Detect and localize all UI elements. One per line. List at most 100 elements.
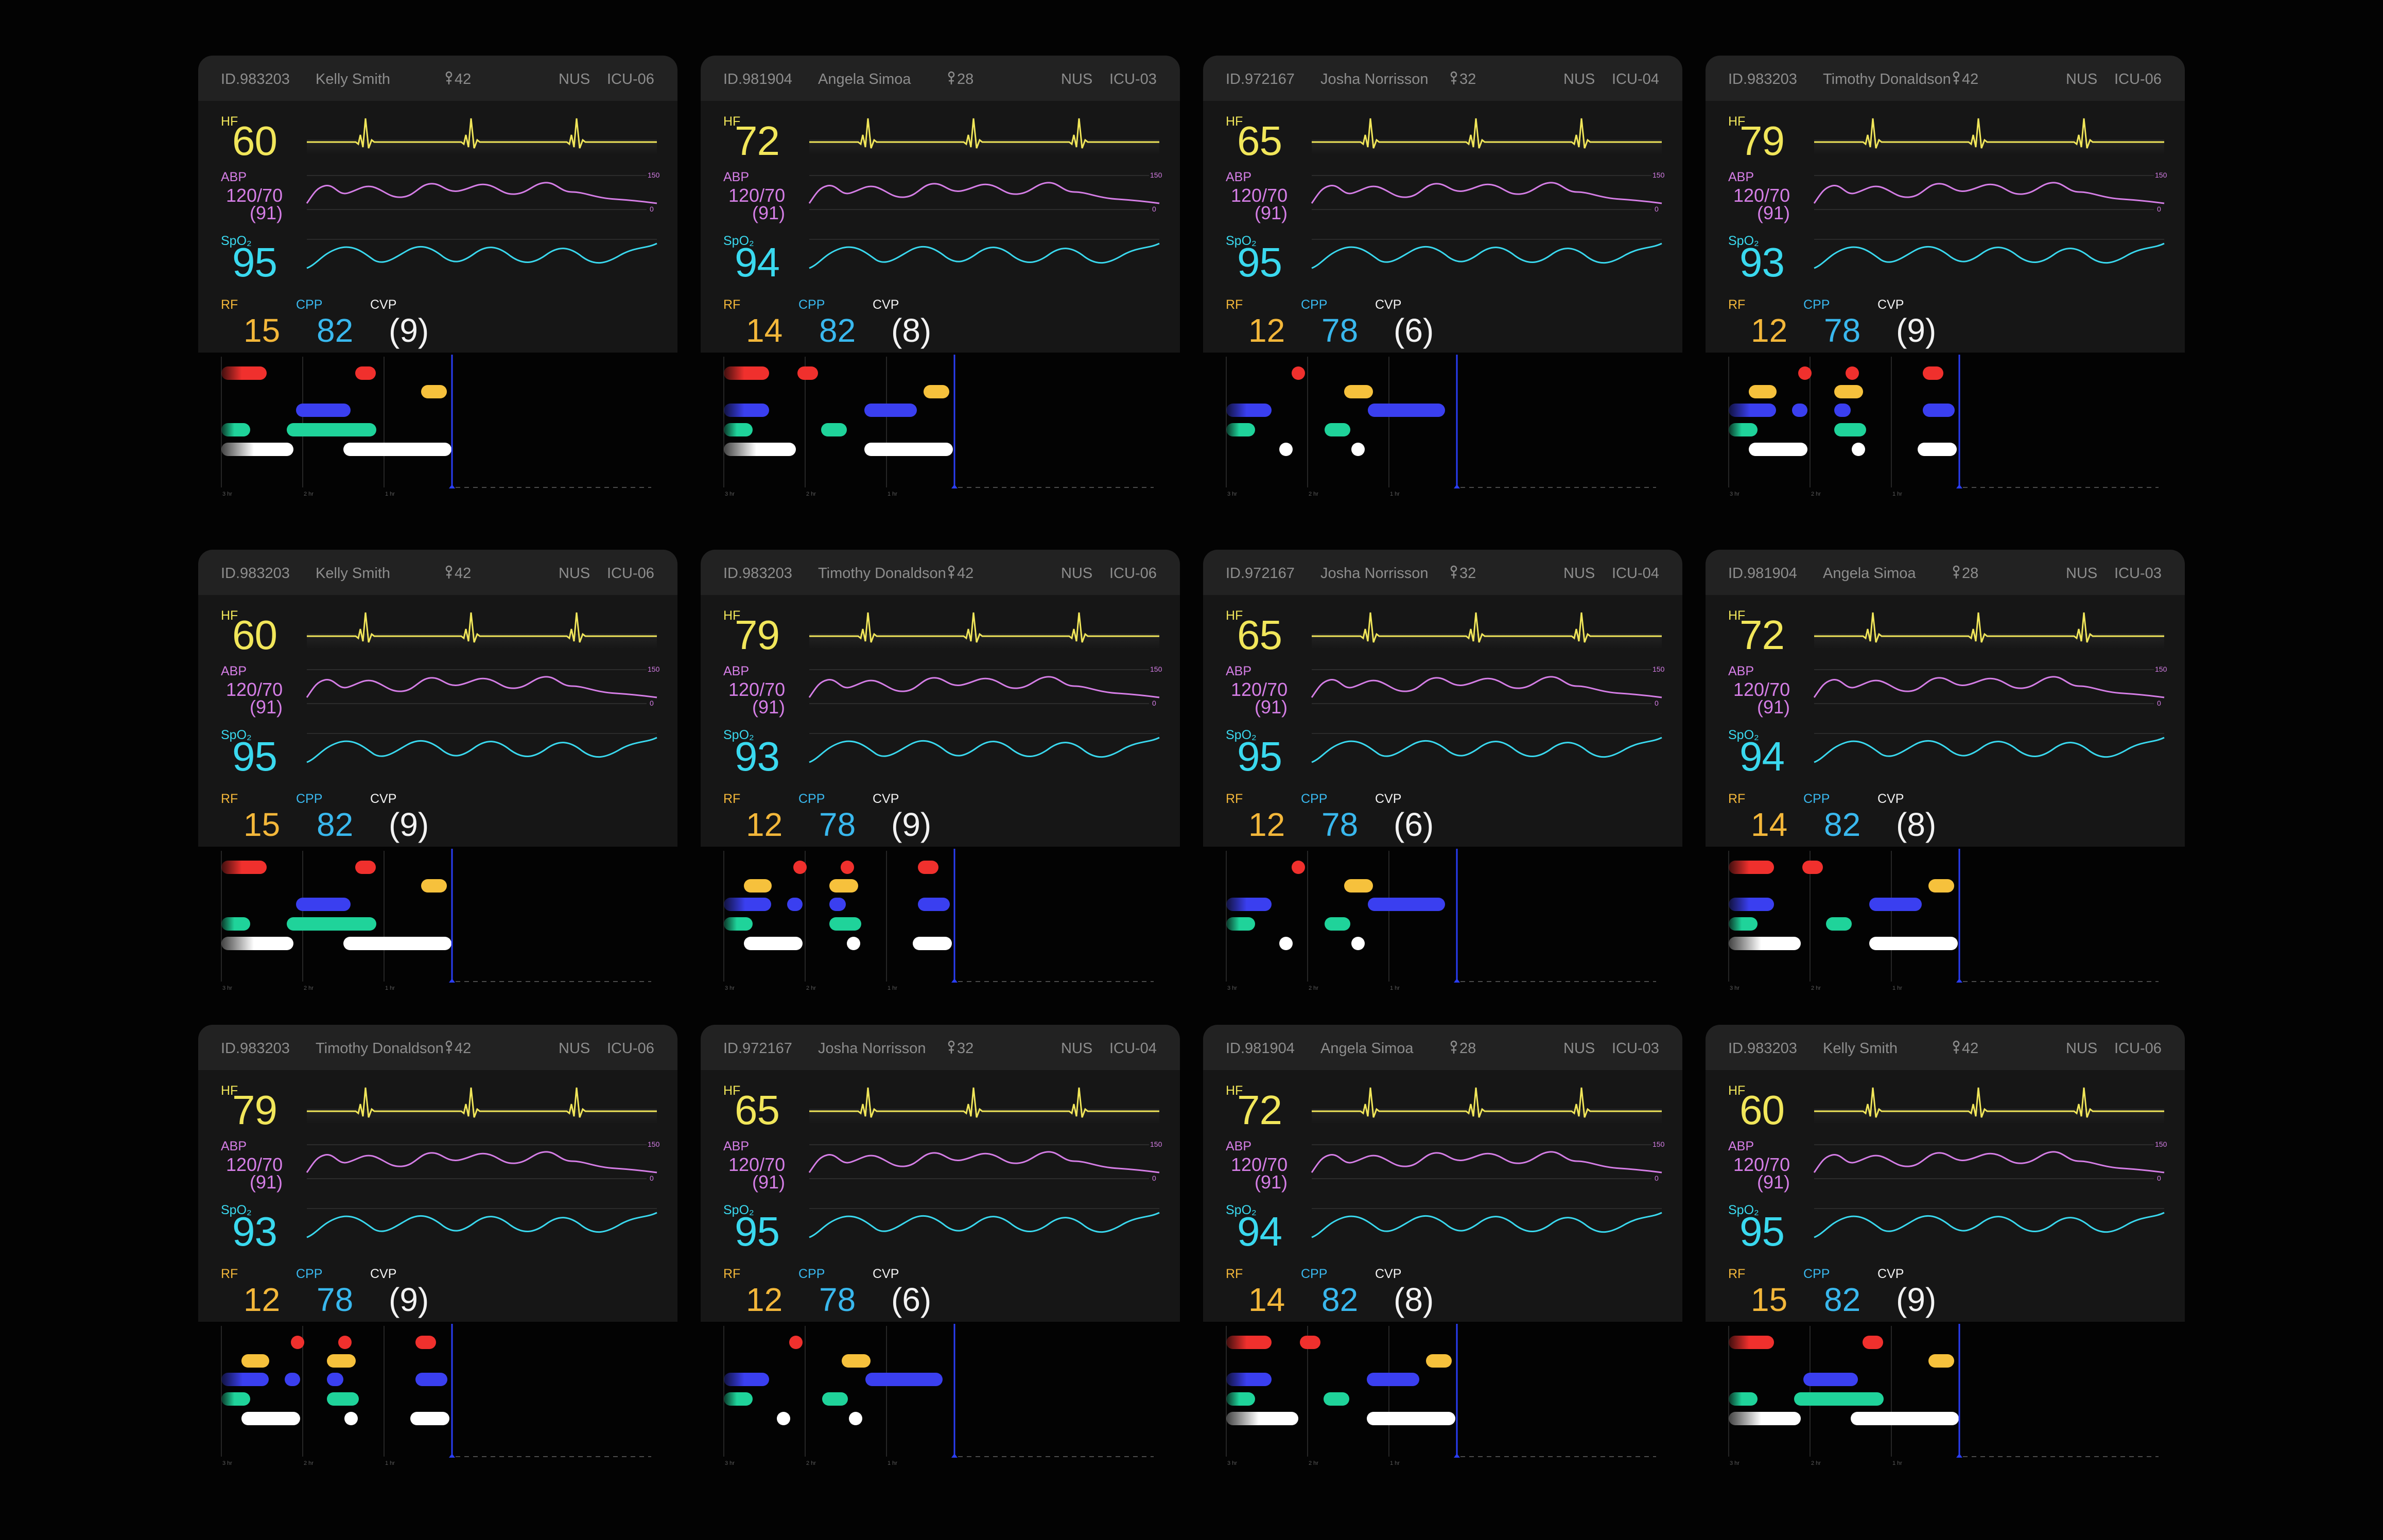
timeline-event-white[interactable] [221,443,293,456]
timeline-event-yellow[interactable] [241,1354,269,1368]
patient-monitor-card-2[interactable]: ID.981904 Angela Simoa 28 NUS ICU-03 HF … [701,56,1180,500]
timeline-event-blue[interactable] [1367,1373,1419,1386]
timeline-event-green[interactable] [829,917,861,931]
timeline-event-white[interactable] [1918,443,1957,456]
event-timeline[interactable]: 3 hr 2 hr 1 hr [198,847,677,994]
timeline-event-blue[interactable] [221,1373,269,1386]
patient-monitor-card-1[interactable]: ID.983203 Kelly Smith 42 NUS ICU-06 HF 6… [198,56,677,500]
event-timeline[interactable]: 3 hr 2 hr 1 hr [1203,1322,1682,1469]
timeline-event-red[interactable] [221,861,267,874]
timeline-event-green[interactable] [724,917,753,931]
timeline-event-blue[interactable] [918,898,950,911]
event-timeline[interactable]: 3 hr 2 hr 1 hr [701,353,1180,500]
timeline-event-red[interactable] [841,861,854,874]
timeline-event-red[interactable] [1729,861,1774,874]
timeline-event-green[interactable] [1226,423,1255,436]
patient-monitor-card-10[interactable]: ID.972167 Josha Norrisson 32 NUS ICU-04 … [701,1025,1180,1469]
event-timeline[interactable]: 3 hr 2 hr 1 hr [701,1322,1180,1469]
timeline-event-white[interactable] [1729,937,1801,950]
patient-monitor-card-5[interactable]: ID.983203 Kelly Smith 42 NUS ICU-06 HF 6… [198,550,677,994]
timeline-event-blue[interactable] [1729,404,1776,417]
timeline-event-red[interactable] [724,366,769,380]
timeline-event-green[interactable] [821,423,847,436]
timeline-event-white[interactable] [1852,443,1865,456]
timeline-event-green[interactable] [221,1392,250,1406]
timeline-event-green[interactable] [1324,1392,1349,1406]
patient-monitor-card-7[interactable]: ID.972167 Josha Norrisson 32 NUS ICU-04 … [1203,550,1682,994]
timeline-event-yellow[interactable] [829,879,858,892]
timeline-event-red[interactable] [1292,366,1305,380]
timeline-event-red[interactable] [1226,1336,1272,1349]
timeline-event-yellow[interactable] [1928,1354,1954,1368]
timeline-event-green[interactable] [822,1392,848,1406]
timeline-event-blue[interactable] [327,1373,343,1386]
timeline-event-red[interactable] [797,366,818,380]
patient-monitor-card-8[interactable]: ID.981904 Angela Simoa 28 NUS ICU-03 HF … [1706,550,2185,994]
timeline-event-yellow[interactable] [1749,385,1777,398]
timeline-event-green[interactable] [287,423,376,436]
timeline-event-yellow[interactable] [842,1354,871,1368]
timeline-event-green[interactable] [1729,1392,1758,1406]
event-timeline[interactable]: 3 hr 2 hr 1 hr [198,353,677,500]
timeline-event-blue[interactable] [829,898,846,911]
timeline-event-blue[interactable] [724,898,771,911]
timeline-event-red[interactable] [1923,366,1943,380]
timeline-event-green[interactable] [1826,917,1852,931]
timeline-event-green[interactable] [1729,423,1758,436]
timeline-event-green[interactable] [1834,423,1866,436]
timeline-event-red[interactable] [793,861,807,874]
timeline-event-white[interactable] [1351,443,1365,456]
timeline-event-blue[interactable] [864,404,917,417]
timeline-event-white[interactable] [777,1412,790,1425]
timeline-event-white[interactable] [1367,1412,1455,1425]
timeline-event-blue[interactable] [1803,1373,1858,1386]
timeline-event-green[interactable] [1226,917,1255,931]
patient-monitor-card-11[interactable]: ID.981904 Angela Simoa 28 NUS ICU-03 HF … [1203,1025,1682,1469]
patient-monitor-card-12[interactable]: ID.983203 Kelly Smith 42 NUS ICU-06 HF 6… [1706,1025,2185,1469]
timeline-event-yellow[interactable] [744,879,772,892]
timeline-event-blue[interactable] [1834,404,1851,417]
timeline-event-red[interactable] [1729,1336,1774,1349]
timeline-event-white[interactable] [1869,937,1958,950]
timeline-event-green[interactable] [287,917,376,931]
timeline-event-yellow[interactable] [1834,385,1863,398]
timeline-event-yellow[interactable] [1344,385,1373,398]
timeline-event-blue[interactable] [285,1373,300,1386]
timeline-event-blue[interactable] [1368,898,1445,911]
timeline-event-blue[interactable] [1923,404,1955,417]
timeline-event-blue[interactable] [1226,1373,1272,1386]
timeline-event-green[interactable] [327,1392,359,1406]
timeline-event-blue[interactable] [1869,898,1922,911]
timeline-event-green[interactable] [724,1392,753,1406]
timeline-event-blue[interactable] [1729,898,1774,911]
event-timeline[interactable]: 3 hr 2 hr 1 hr [1203,353,1682,500]
timeline-event-green[interactable] [1794,1392,1884,1406]
timeline-event-white[interactable] [724,443,796,456]
patient-monitor-card-6[interactable]: ID.983203 Timothy Donaldson 42 NUS ICU-0… [701,550,1180,994]
patient-monitor-card-4[interactable]: ID.983203 Timothy Donaldson 42 NUS ICU-0… [1706,56,2185,500]
event-timeline[interactable]: 3 hr 2 hr 1 hr [701,847,1180,994]
timeline-event-white[interactable] [344,1412,358,1425]
timeline-event-blue[interactable] [1226,404,1272,417]
timeline-event-white[interactable] [1226,1412,1298,1425]
timeline-event-white[interactable] [343,937,451,950]
timeline-event-green[interactable] [1325,917,1350,931]
patient-monitor-card-3[interactable]: ID.972167 Josha Norrisson 32 NUS ICU-04 … [1203,56,1682,500]
timeline-event-blue[interactable] [415,1373,447,1386]
timeline-event-yellow[interactable] [421,385,447,398]
timeline-event-red[interactable] [415,1336,436,1349]
timeline-event-red[interactable] [355,861,376,874]
timeline-event-white[interactable] [744,937,803,950]
timeline-event-white[interactable] [864,443,953,456]
timeline-event-blue[interactable] [724,404,769,417]
timeline-event-white[interactable] [241,1412,300,1425]
timeline-event-white[interactable] [849,1412,862,1425]
timeline-event-red[interactable] [355,366,376,380]
timeline-event-green[interactable] [221,917,250,931]
timeline-event-white[interactable] [410,1412,449,1425]
timeline-event-white[interactable] [1279,937,1293,950]
event-timeline[interactable]: 3 hr 2 hr 1 hr [1203,847,1682,994]
timeline-event-white[interactable] [847,937,860,950]
timeline-event-white[interactable] [221,937,293,950]
timeline-event-red[interactable] [291,1336,304,1349]
